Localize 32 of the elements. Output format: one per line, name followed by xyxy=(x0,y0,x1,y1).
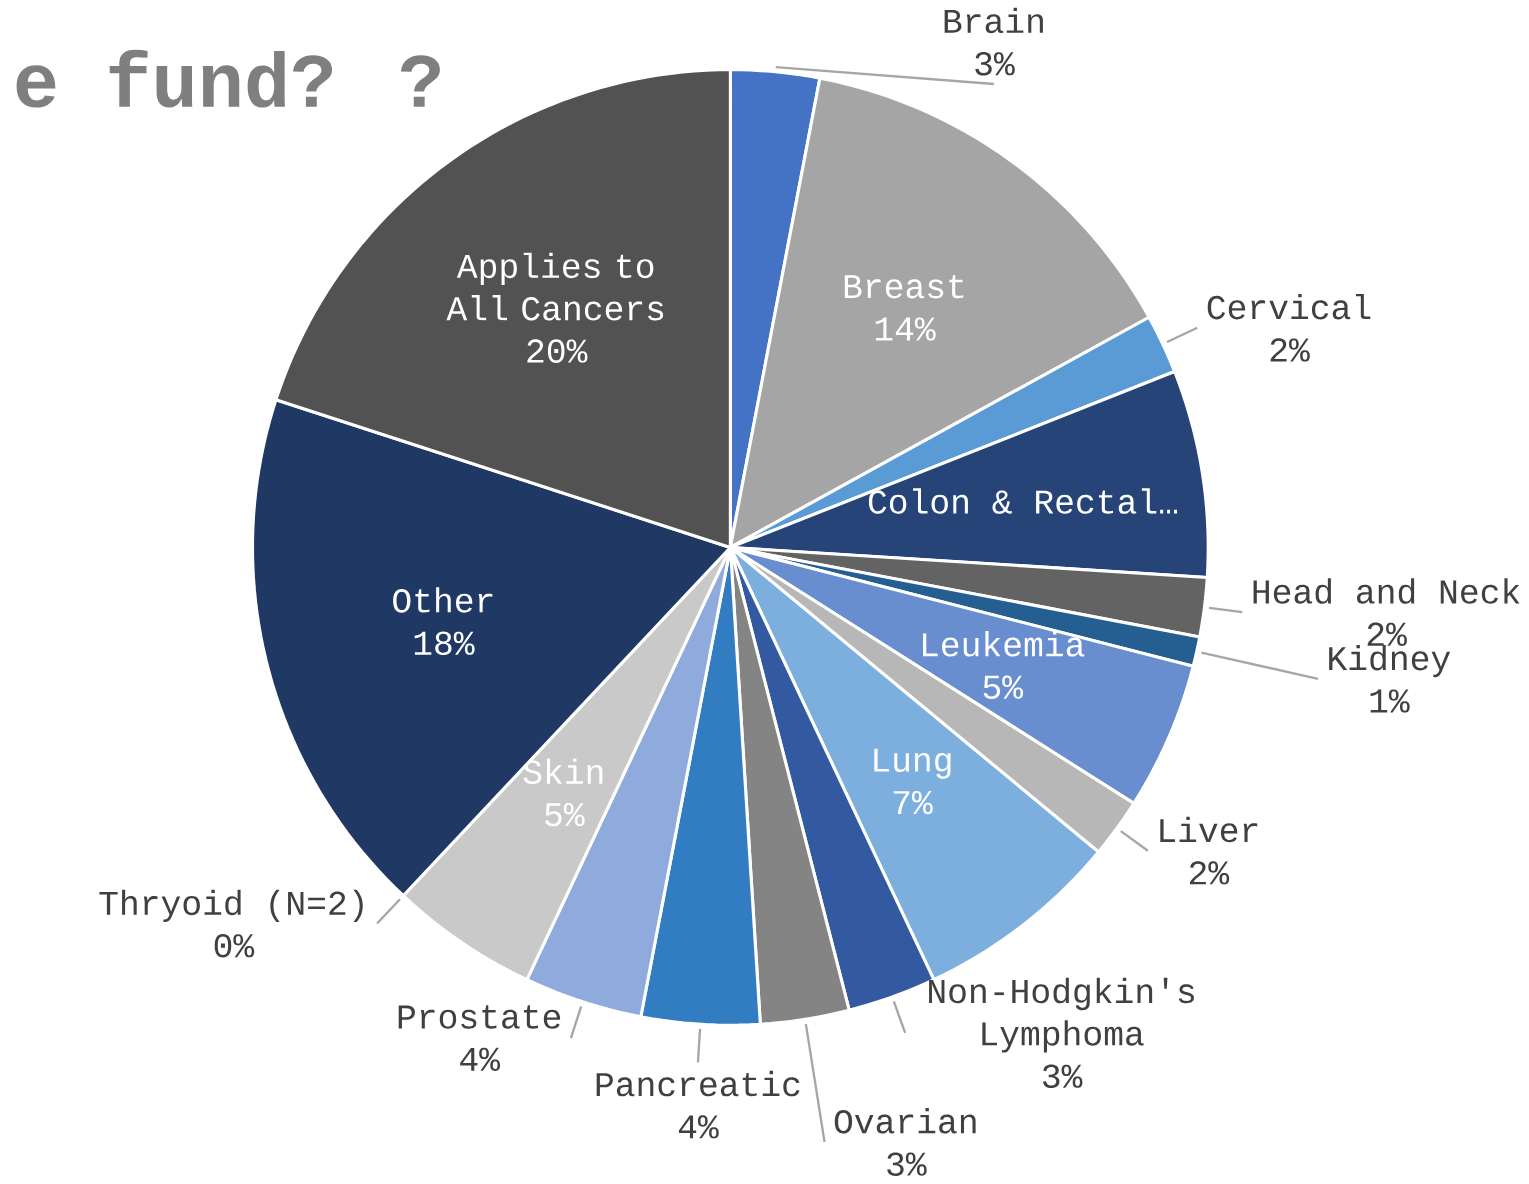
slice-label: Prostate xyxy=(398,1005,561,1029)
data-label: 4% xyxy=(460,1047,501,1072)
slice-label: Non-Hodgkin's Lymphoma xyxy=(929,978,1194,1053)
slice-label: Applies to All Cancers xyxy=(446,252,664,321)
data-label: 14% xyxy=(875,317,936,341)
slice-label: Other xyxy=(393,587,493,613)
data-label: 4% xyxy=(678,1115,719,1139)
data-label: 5% xyxy=(983,675,1024,700)
slice-label: Leukemia xyxy=(923,631,1085,657)
slice-label: Ovarian xyxy=(834,1108,976,1134)
slice-label: Colon & Rectal… xyxy=(868,488,1178,515)
data-label: 3% xyxy=(887,1152,927,1177)
slice-label: Kidney xyxy=(1329,645,1451,678)
data-label: 1% xyxy=(1370,689,1410,713)
chart-title: e fund? ? xyxy=(16,50,440,108)
slice-label: Cervical xyxy=(1207,294,1371,320)
data-label: 2% xyxy=(1270,338,1310,362)
slice-label: Brain xyxy=(944,7,1043,34)
slice-label: Head and Neck xyxy=(1253,578,1520,604)
slice-label: Pancreatic xyxy=(596,1071,800,1097)
data-label: 2% xyxy=(1189,861,1230,885)
data-label: 18% xyxy=(414,631,475,656)
data-label: 2% xyxy=(1367,622,1407,647)
data-label: 20% xyxy=(527,339,588,364)
slice-label: Lung xyxy=(874,748,951,779)
data-label: 7% xyxy=(893,791,933,815)
legend-label: Thryoid (N=2) xyxy=(99,889,363,923)
slice-label: Liver xyxy=(1160,817,1258,843)
text: 0% xyxy=(214,934,255,958)
data-label: 3% xyxy=(1042,1064,1083,1089)
slice-label: Breast xyxy=(844,275,964,299)
data-label: 3% xyxy=(975,52,1015,76)
